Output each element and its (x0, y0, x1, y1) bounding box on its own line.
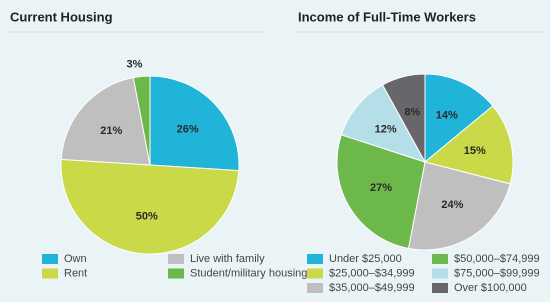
legend-label: Live with family (190, 253, 265, 265)
legend-swatch (42, 268, 58, 279)
pie-slice (423, 105, 514, 185)
legend-label: Under $25,000 (329, 253, 402, 265)
slice-label: 3% (127, 58, 143, 70)
legend-label: Student/military housing (190, 267, 307, 279)
chart-title: Income of Full-Time Workers (298, 9, 476, 24)
legend-swatch (307, 254, 323, 264)
slice-label: 21% (100, 125, 122, 137)
pie-slice (424, 73, 494, 164)
legend-label: $35,000–$49,999 (329, 282, 415, 294)
legend-label: Over $100,000 (454, 282, 527, 294)
legend-swatch (42, 254, 58, 264)
legend-label: $25,000–$34,999 (329, 267, 415, 279)
legend-swatch (168, 268, 184, 279)
slice-label: 12% (375, 123, 397, 135)
pie-slice (60, 158, 240, 255)
pie-slice (149, 75, 240, 172)
legend-label: Rent (64, 267, 87, 279)
legend-swatch (307, 283, 323, 293)
pie-slice (381, 73, 426, 163)
legend-swatch (432, 268, 448, 279)
legend-swatch (432, 283, 448, 293)
slice-label: 14% (436, 110, 458, 122)
pie-slice (407, 161, 511, 251)
slice-label: 27% (370, 182, 392, 194)
slice-label: 8% (404, 106, 420, 118)
chart-title: Current Housing (10, 9, 113, 24)
legend-swatch (432, 254, 448, 264)
slice-label: 50% (136, 210, 158, 222)
pie-slice (336, 134, 426, 250)
pie-slice (132, 75, 151, 166)
legend-label: Own (64, 253, 87, 265)
slice-label: 15% (464, 145, 486, 157)
legend-swatch (307, 268, 323, 279)
pie-slice (60, 76, 151, 166)
slice-label: 26% (177, 124, 199, 136)
pie-slice (340, 84, 427, 163)
legend-swatch (168, 254, 184, 264)
legend-label: $75,000–$99,999 (454, 267, 540, 279)
legend-label: $50,000–$74,999 (454, 253, 540, 265)
slice-label: 24% (441, 199, 463, 211)
